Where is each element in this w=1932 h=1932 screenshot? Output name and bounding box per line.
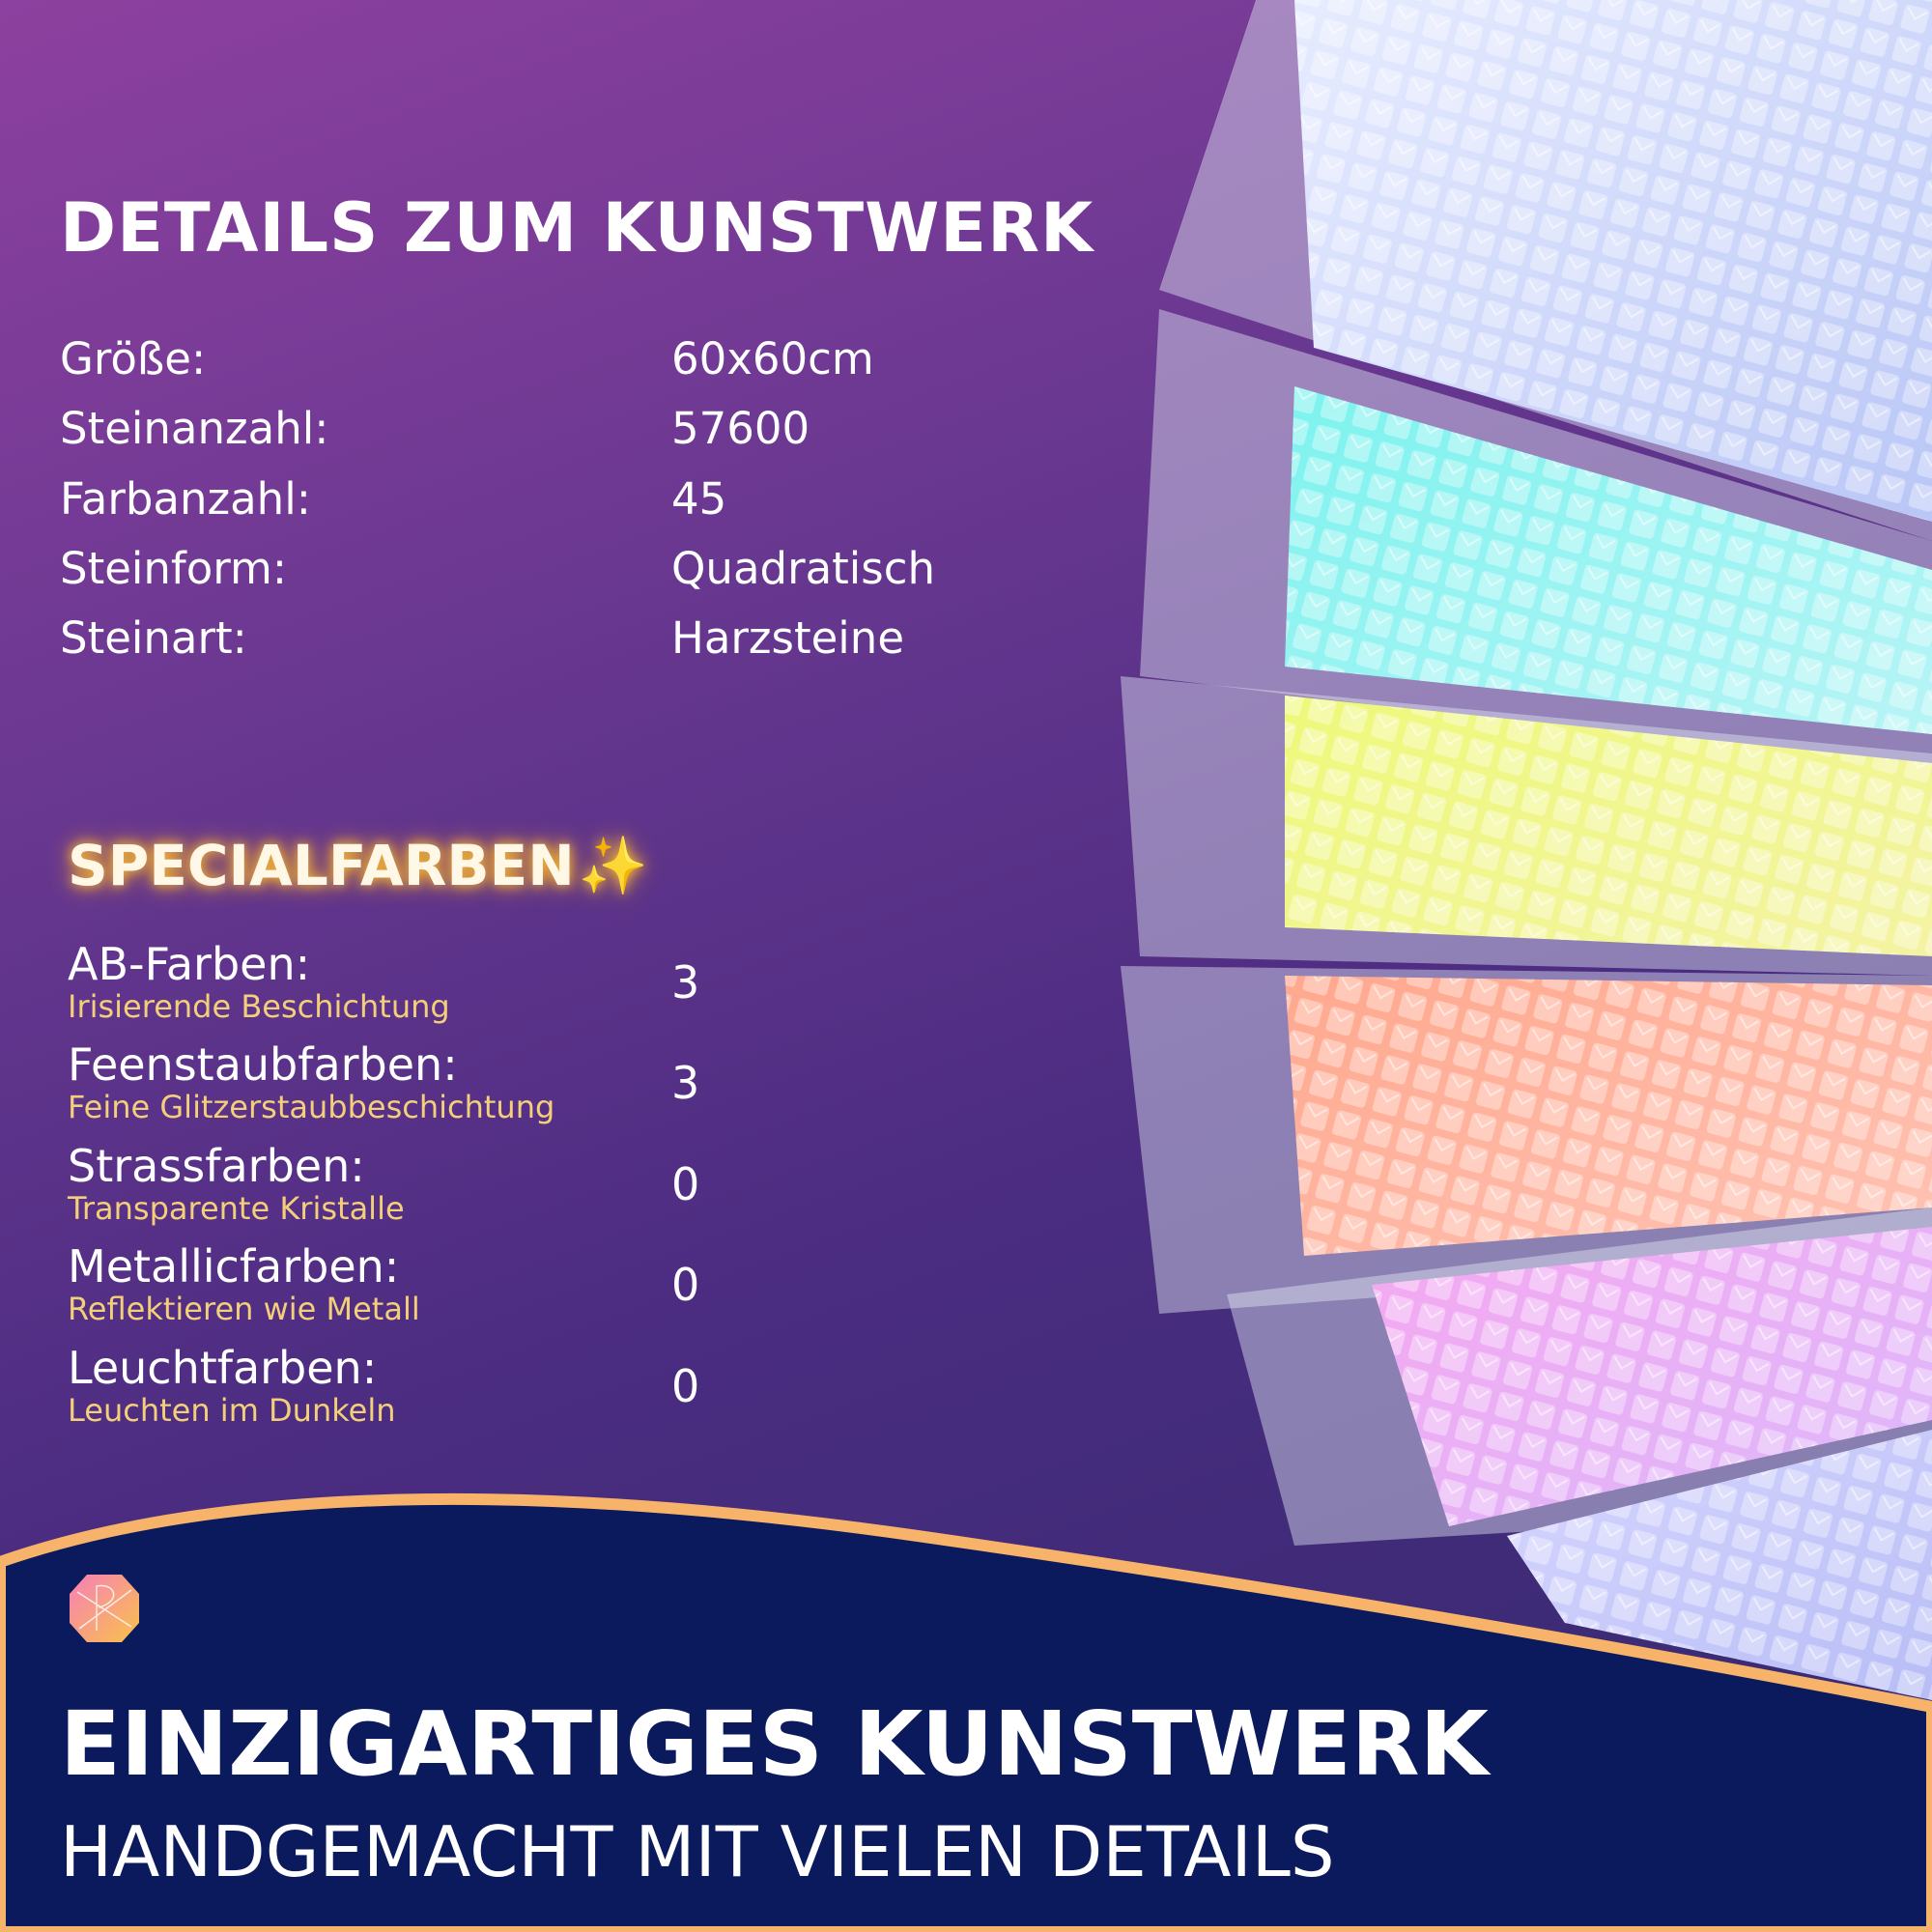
detail-value: 45 <box>671 473 727 525</box>
special-value: 3 <box>671 956 700 1009</box>
special-value: 0 <box>671 1360 700 1412</box>
special-description: Irisierende Beschichtung <box>68 988 450 1025</box>
detail-row-size: Größe: 60x60cm <box>60 333 874 384</box>
special-title-text: SPECIALFARBEN <box>68 833 575 898</box>
special-value: 0 <box>671 1158 700 1210</box>
special-row-glow: Leuchtfarben: Leuchten im Dunkeln 0 <box>68 1342 699 1429</box>
special-row-fairy-dust: Feenstaubfarben: Feine Glitzerstaubbeschi… <box>68 1038 699 1125</box>
special-row-rhinestone: Strassfarben: Transparente Kristalle 0 <box>68 1140 699 1227</box>
special-label: Metallicfarben: <box>68 1240 400 1293</box>
detail-value: 60x60cm <box>671 333 874 384</box>
footer-headline: EINZIGARTIGES KUNSTWERK <box>60 1692 1489 1796</box>
special-label: Feenstaubfarben: <box>68 1038 458 1091</box>
detail-row-color-count: Farbanzahl: 45 <box>60 473 726 525</box>
detail-value: Quadratisch <box>671 543 936 594</box>
special-description: Feine Glitzerstaubbeschichtung <box>68 1089 555 1125</box>
special-value: 3 <box>671 1057 700 1109</box>
special-label: Leuchtfarben: <box>68 1342 378 1394</box>
special-label: Strassfarben: <box>68 1140 365 1192</box>
gem-logo-icon <box>70 1575 139 1642</box>
special-colors-title: SPECIALFARBEN✨ <box>68 833 648 899</box>
details-title: DETAILS ZUM KUNSTWERK <box>60 188 1094 268</box>
detail-label: Steinanzahl: <box>60 403 329 454</box>
detail-label: Steinart: <box>60 612 247 664</box>
detail-label: Größe: <box>60 333 207 384</box>
detail-row-stone-type: Steinart: Harzsteine <box>60 612 904 664</box>
special-label: AB-Farben: <box>68 938 311 990</box>
detail-label: Steinform: <box>60 543 287 594</box>
special-description: Reflektieren wie Metall <box>68 1291 420 1327</box>
detail-row-stone-count: Steinanzahl: 57600 <box>60 403 810 454</box>
special-description: Transparente Kristalle <box>68 1190 405 1227</box>
sparkles-icon: ✨ <box>578 833 648 898</box>
special-row-metallic: Metallicfarben: Reflektieren wie Metall 0 <box>68 1240 699 1327</box>
special-row-ab: AB-Farben: Irisierende Beschichtung 3 <box>68 938 699 1025</box>
detail-value: Harzsteine <box>671 612 905 664</box>
special-value: 0 <box>671 1259 700 1311</box>
detail-row-stone-shape: Steinform: Quadratisch <box>60 543 935 594</box>
detail-label: Farbanzahl: <box>60 473 311 525</box>
special-description: Leuchten im Dunkeln <box>68 1392 396 1429</box>
detail-value: 57600 <box>671 403 810 454</box>
footer-subline: HANDGEMACHT MIT VIELEN DETAILS <box>60 1811 1335 1892</box>
